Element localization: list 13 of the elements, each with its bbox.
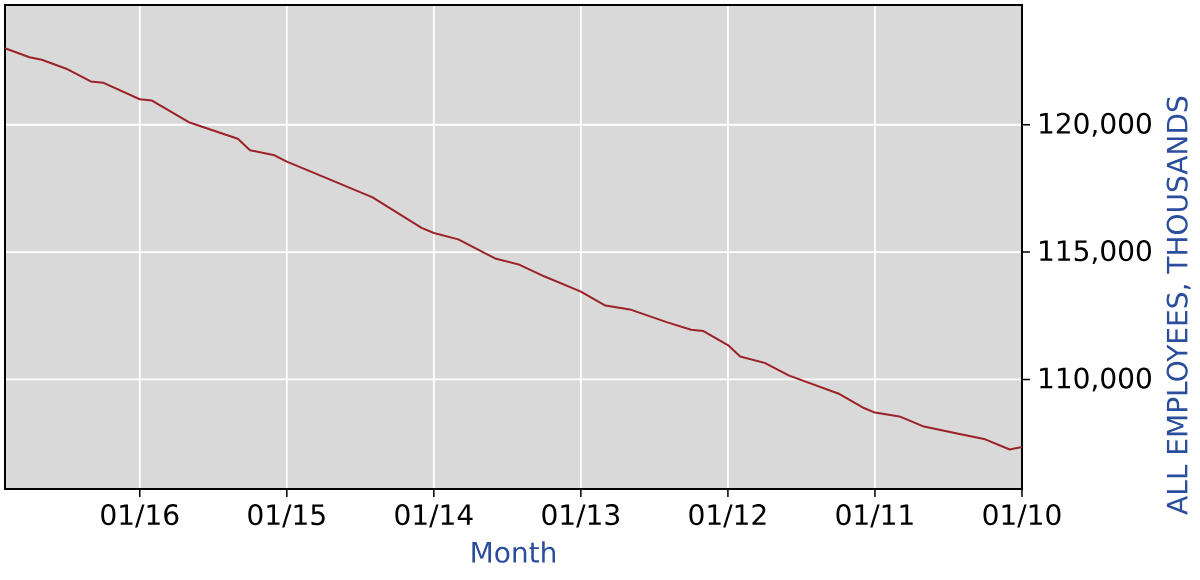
y-tick-label: 120,000 — [1040, 112, 1151, 137]
y-tick-label: 115,000 — [1040, 240, 1151, 265]
x-tick-label: 01/13 — [542, 504, 619, 528]
x-axis-title: Month — [472, 541, 555, 563]
x-tick-label: 01/16 — [101, 504, 179, 528]
y-tick-label: 110,000 — [1040, 367, 1151, 392]
x-tick-label: 01/15 — [248, 504, 325, 528]
y-axis-title: ALL EMPLOYEES, THOUSANDS — [1166, 96, 1191, 515]
x-tick-label: 01/10 — [983, 504, 1061, 528]
x-tick-label: 01/12 — [689, 504, 766, 528]
line-series — [4, 47, 1022, 451]
x-tick-label: 01/14 — [395, 504, 473, 528]
x-tick-label: 01/11 — [836, 504, 913, 528]
